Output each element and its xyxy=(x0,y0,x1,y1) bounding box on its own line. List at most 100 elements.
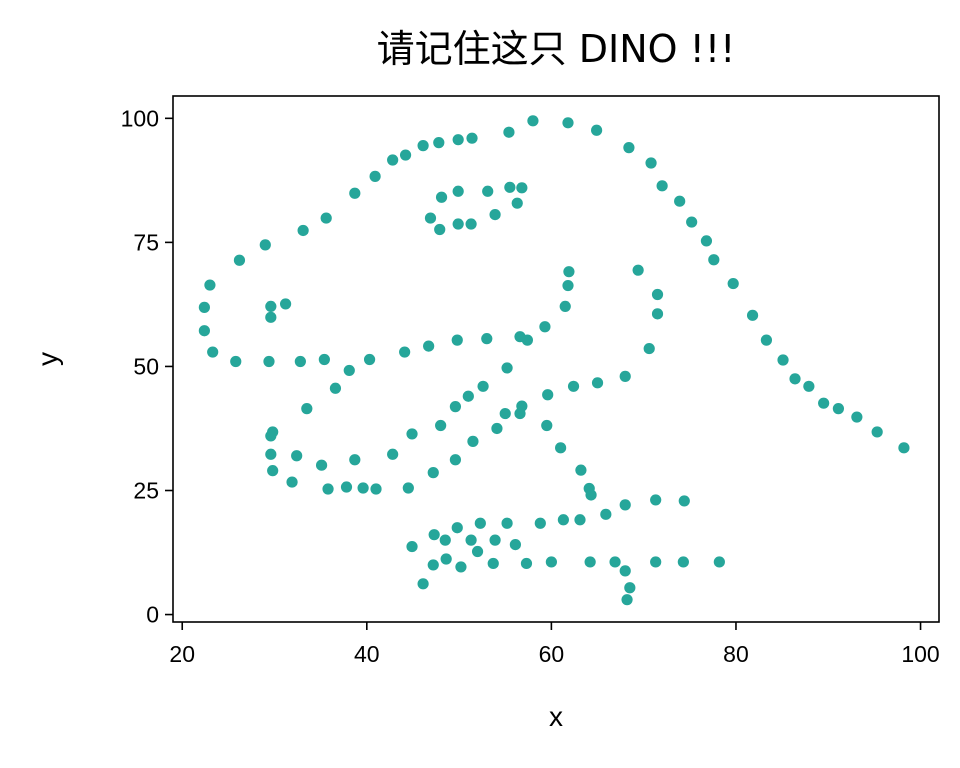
data-point xyxy=(455,561,467,573)
data-point xyxy=(674,195,686,207)
data-point xyxy=(713,556,725,568)
y-tick-label: 50 xyxy=(133,353,159,379)
data-point xyxy=(466,132,478,144)
x-axis: 20 40 60 80 100 xyxy=(169,622,940,667)
data-point xyxy=(462,390,474,402)
data-point xyxy=(567,380,580,392)
data-point xyxy=(656,180,668,192)
plot-frame xyxy=(172,95,940,623)
data-point xyxy=(898,442,910,454)
data-point xyxy=(402,482,414,494)
data-point xyxy=(651,288,664,301)
data-point xyxy=(555,442,567,454)
data-point xyxy=(291,450,303,462)
data-point xyxy=(527,115,539,127)
data-point xyxy=(501,517,513,529)
data-point xyxy=(265,300,277,312)
data-point xyxy=(623,142,635,154)
data-point xyxy=(329,382,342,394)
data-point xyxy=(591,124,603,136)
data-point xyxy=(297,224,309,237)
data-point xyxy=(263,355,275,368)
data-point xyxy=(700,235,713,247)
data-point xyxy=(645,157,657,169)
data-point xyxy=(557,514,569,526)
data-point xyxy=(501,362,513,374)
data-point xyxy=(320,212,332,224)
data-point xyxy=(521,334,533,346)
data-point xyxy=(449,454,462,466)
data-point xyxy=(423,340,435,352)
data-point xyxy=(516,182,528,194)
data-point xyxy=(451,334,463,346)
data-point xyxy=(686,216,698,228)
x-axis-label: x xyxy=(549,701,563,732)
data-point xyxy=(562,279,574,292)
data-point xyxy=(624,582,636,594)
data-point xyxy=(619,499,631,511)
data-point xyxy=(504,181,516,193)
data-point xyxy=(559,300,571,312)
data-point xyxy=(315,459,328,471)
data-point xyxy=(803,380,815,392)
data-point xyxy=(322,483,334,495)
y-tick-label: 25 xyxy=(133,478,159,504)
data-point xyxy=(233,254,246,266)
data-point xyxy=(406,428,418,440)
data-point xyxy=(650,556,662,568)
data-point xyxy=(503,126,515,138)
data-point xyxy=(542,389,554,401)
data-point xyxy=(452,218,464,230)
data-point xyxy=(198,301,210,313)
data-point xyxy=(204,279,216,291)
data-point xyxy=(489,208,501,221)
data-point xyxy=(600,508,612,520)
data-point xyxy=(465,218,477,230)
x-tick-label: 100 xyxy=(901,641,939,667)
data-point xyxy=(265,430,277,442)
data-point xyxy=(357,482,369,494)
data-point xyxy=(424,212,437,224)
data-point xyxy=(481,333,493,345)
data-point xyxy=(678,495,690,507)
data-point xyxy=(651,308,664,320)
data-point xyxy=(851,411,863,423)
data-point xyxy=(871,426,883,438)
data-point xyxy=(294,355,306,368)
data-point xyxy=(435,419,447,432)
data-point xyxy=(434,223,446,236)
data-point xyxy=(399,149,412,161)
data-point xyxy=(477,380,489,392)
x-tick-label: 20 xyxy=(169,641,195,667)
data-point xyxy=(643,342,655,355)
data-point xyxy=(370,483,382,495)
data-point xyxy=(349,187,361,199)
data-point xyxy=(727,277,739,290)
data-point xyxy=(832,403,845,415)
data-point xyxy=(435,191,448,203)
data-point xyxy=(499,407,511,420)
data-point xyxy=(363,353,376,366)
data-point xyxy=(591,377,604,389)
data-point xyxy=(471,545,484,558)
data-point xyxy=(585,489,597,501)
data-point xyxy=(708,254,720,266)
data-point xyxy=(574,514,586,526)
data-point xyxy=(340,481,353,493)
data-point xyxy=(265,311,277,323)
data-point xyxy=(760,334,773,346)
data-point xyxy=(279,298,292,310)
data-point xyxy=(387,448,399,460)
data-point xyxy=(650,494,662,506)
data-point xyxy=(619,370,631,382)
data-point xyxy=(474,517,486,529)
data-point xyxy=(534,517,546,529)
data-point xyxy=(509,538,521,551)
data-point xyxy=(541,419,553,432)
data-point xyxy=(514,407,526,420)
data-point xyxy=(746,309,759,321)
y-axis: 0 25 50 75 100 xyxy=(121,105,173,628)
y-tick-label: 100 xyxy=(121,105,159,131)
